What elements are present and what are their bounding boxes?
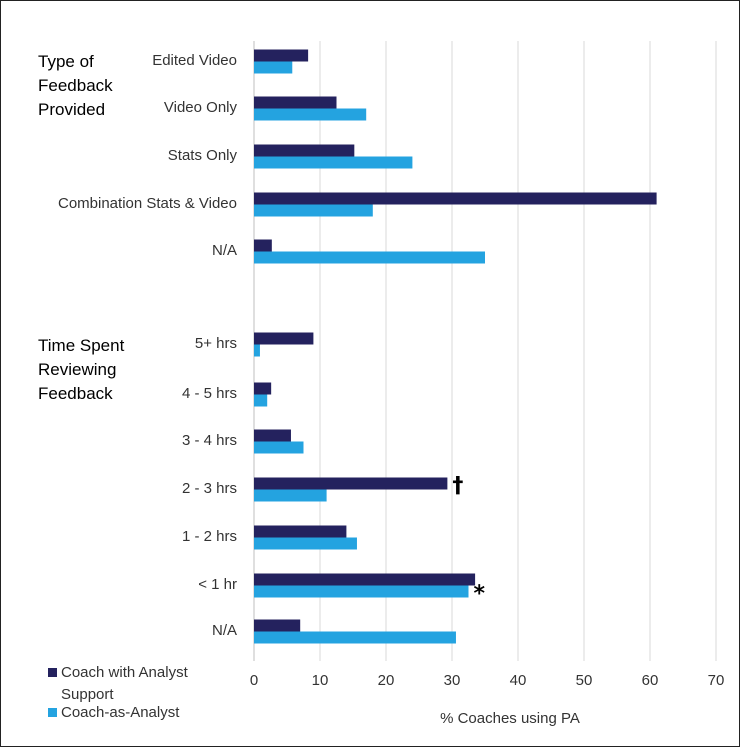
bar-coach-as-analyst [254,108,367,121]
bar-analyst-support [254,49,309,62]
group-title: Time Spent [38,336,125,355]
bar-coach-as-analyst [254,585,469,598]
bar-analyst-support [254,525,347,538]
category-label: Video Only [164,99,238,116]
significance-mark: † [452,474,463,499]
bar-coach-as-analyst [254,394,268,407]
bar-coach-as-analyst [254,344,260,357]
bar-analyst-support [254,619,301,632]
bar-analyst-support [254,477,448,490]
category-label: Stats Only [168,147,238,164]
group-title: Type of [38,52,94,71]
group-title: Reviewing [38,360,116,379]
group-title: Feedback [38,384,113,403]
bar-analyst-support [254,573,476,586]
category-label: 4 - 5 hrs [182,385,237,402]
significance-mark: * [474,582,486,607]
x-tick-label: 40 [510,672,527,689]
group-title: Provided [38,100,105,119]
legend-swatch [48,708,57,717]
category-label: 3 - 4 hrs [182,432,237,449]
x-tick-label: 20 [378,672,395,689]
bar-coach-as-analyst [254,251,485,264]
legend-label: Coach-as-Analyst [61,704,180,721]
x-tick-label: 0 [250,672,258,689]
x-tick-label: 50 [576,672,593,689]
category-label: 2 - 3 hrs [182,480,237,497]
bar-analyst-support [254,332,314,345]
category-label: N/A [212,242,237,259]
bar-coach-as-analyst [254,204,373,217]
bar-analyst-support [254,382,272,395]
bar-analyst-support [254,192,657,205]
bar-analyst-support [254,239,272,252]
legend-label: Coach with Analyst [61,664,189,681]
x-tick-label: 10 [312,672,329,689]
x-axis-title: % Coaches using PA [440,710,580,727]
category-label: < 1 hr [198,576,237,593]
legend-label: Support [61,686,114,703]
bar-coach-as-analyst [254,631,456,644]
category-label: Edited Video [152,52,237,69]
x-tick-label: 60 [642,672,659,689]
bar-coach-as-analyst [254,489,327,502]
x-tick-label: 30 [444,672,461,689]
bar-coach-as-analyst [254,537,357,550]
bar-analyst-support [254,144,355,157]
x-tick-label: 70 [708,672,725,689]
bar-analyst-support [254,429,291,442]
bar-analyst-support [254,96,337,109]
group-title: Feedback [38,76,113,95]
legend-swatch [48,668,57,677]
category-label: 1 - 2 hrs [182,528,237,545]
bar-coach-as-analyst [254,441,304,454]
bar-coach-as-analyst [254,61,293,74]
bar-coach-as-analyst [254,156,413,169]
category-label: Combination Stats & Video [58,195,237,212]
category-label: 5+ hrs [195,335,237,352]
category-label: N/A [212,622,237,639]
